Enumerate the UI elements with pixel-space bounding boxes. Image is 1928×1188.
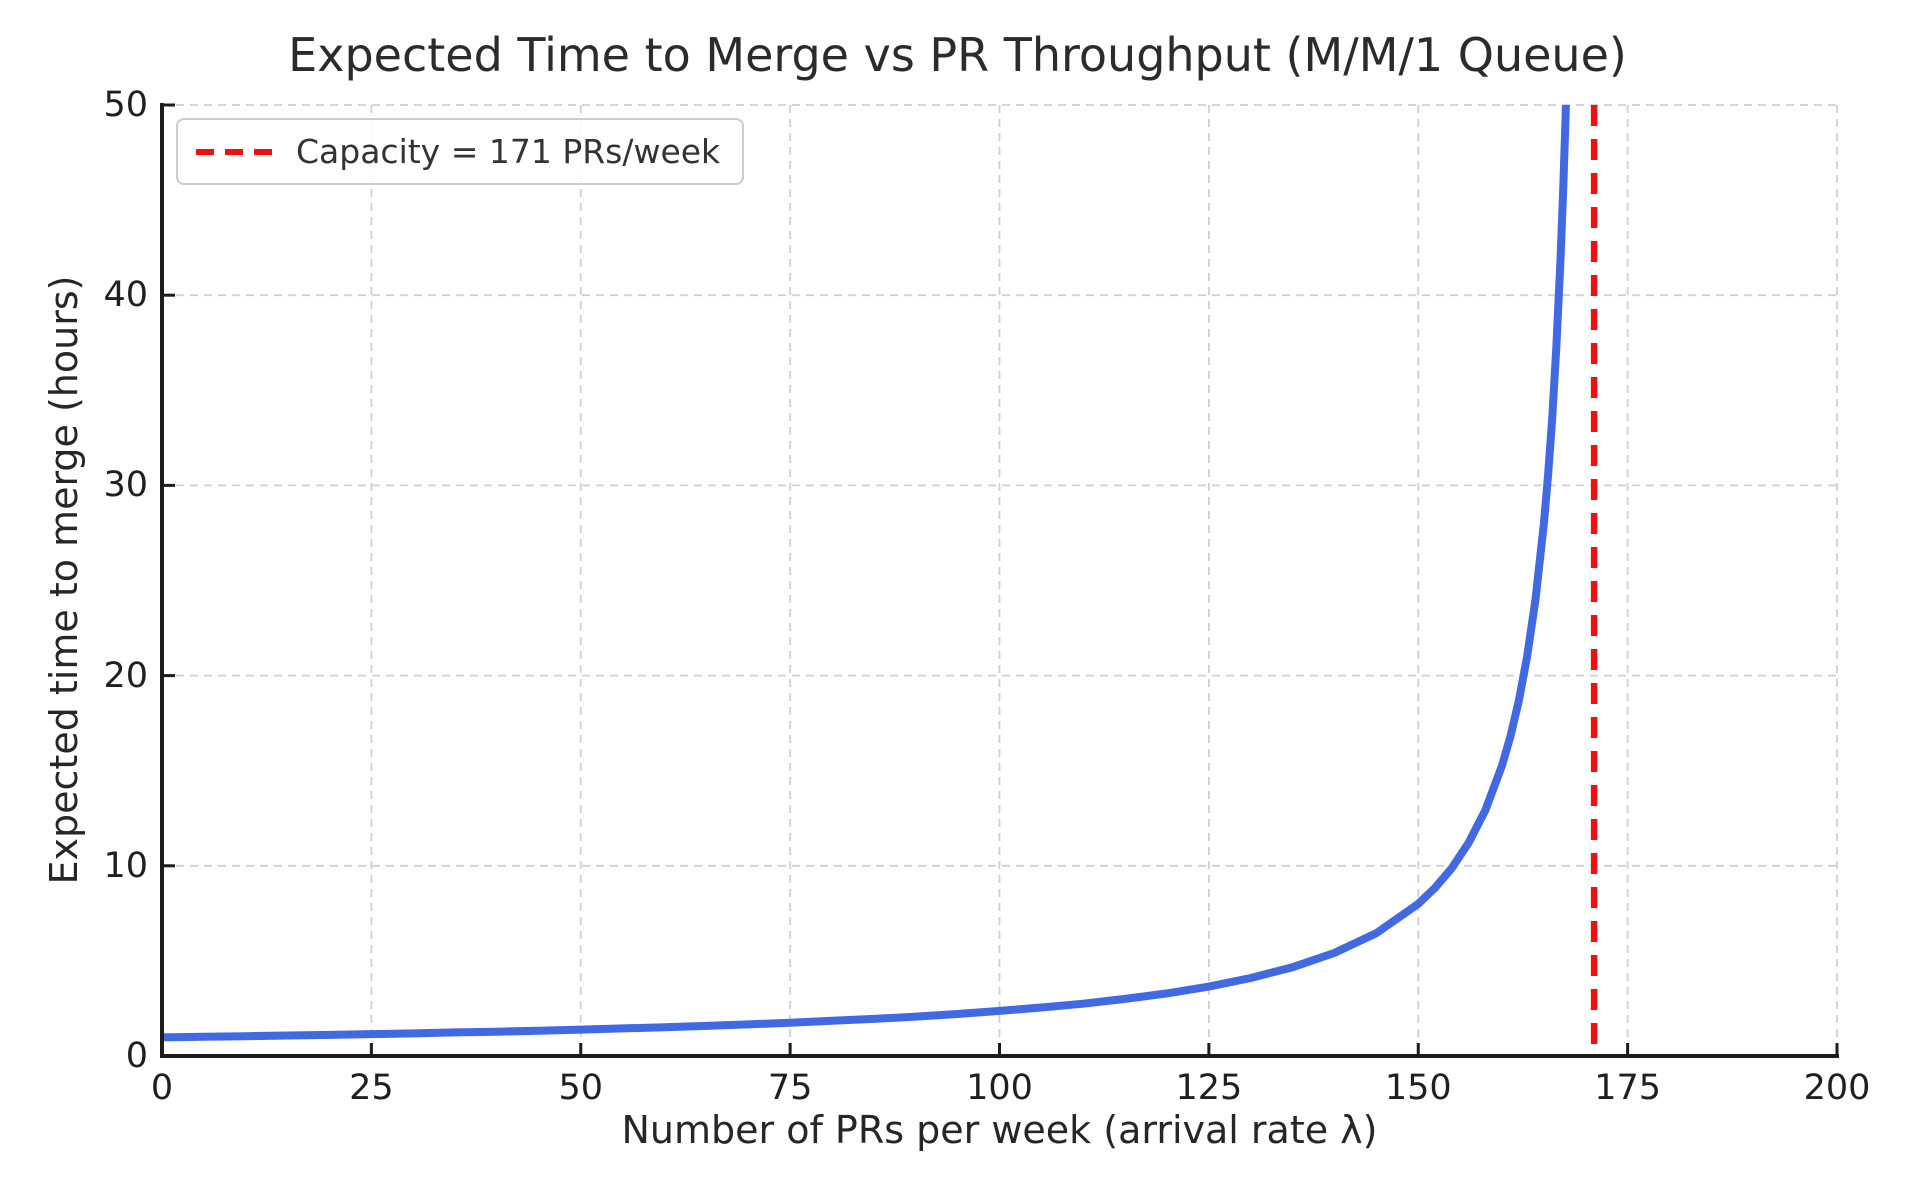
- x-tick-label: 175: [1594, 1068, 1662, 1108]
- y-tick-label: 20: [103, 655, 148, 696]
- x-tick-label: 150: [1384, 1068, 1452, 1108]
- y-tick-label: 40: [103, 275, 148, 316]
- y-tick-label: 0: [125, 1036, 148, 1076]
- y-tick-label: 10: [103, 845, 148, 886]
- x-tick-label: 50: [558, 1068, 604, 1108]
- merge-time-curve: [162, 105, 1570, 1042]
- x-tick-label: 25: [349, 1068, 394, 1108]
- y-tick-label: 50: [103, 85, 148, 125]
- x-tick-label: 200: [1803, 1068, 1871, 1108]
- x-tick-label: 125: [1175, 1068, 1243, 1108]
- x-axis-label: Number of PRs per week (arrival rate λ): [621, 1108, 1378, 1152]
- legend-label: Capacity = 171 PRs/week: [296, 132, 721, 171]
- chart-title: Expected Time to Merge vs PR Throughput …: [288, 28, 1627, 82]
- x-tick-label: 100: [966, 1068, 1033, 1108]
- x-tick-label: 0: [150, 1068, 174, 1108]
- x-tick-label: 75: [767, 1068, 813, 1108]
- capacity-dashed-line-swatch: [196, 148, 276, 155]
- legend: Capacity = 171 PRs/week: [176, 118, 745, 185]
- y-tick-label: 30: [103, 465, 148, 506]
- y-axis-label: Expected time to merge (hours): [42, 275, 86, 885]
